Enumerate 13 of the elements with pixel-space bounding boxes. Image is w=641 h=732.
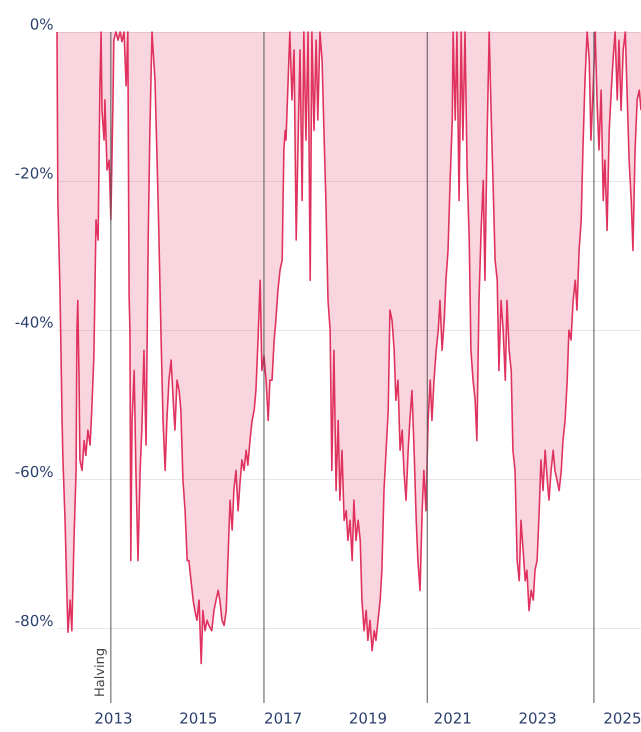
ref-line-label: Halving xyxy=(92,648,108,697)
y-tick-label: 0% xyxy=(30,16,54,34)
y-tick-label: -20% xyxy=(14,164,54,183)
x-tick-label: 2019 xyxy=(348,710,388,728)
x-tick-label: 2021 xyxy=(434,710,472,728)
y-tick-label: -60% xyxy=(14,462,54,481)
y-tick-label: -80% xyxy=(14,612,54,630)
x-tick-label: 2023 xyxy=(518,710,557,728)
x-tick-label: 2017 xyxy=(264,710,302,728)
y-tick-label: -40% xyxy=(14,314,54,332)
x-tick-label: 2025 xyxy=(603,710,641,728)
x-tick-label: 2013 xyxy=(94,710,133,728)
x-tick-label: 2015 xyxy=(179,710,218,728)
